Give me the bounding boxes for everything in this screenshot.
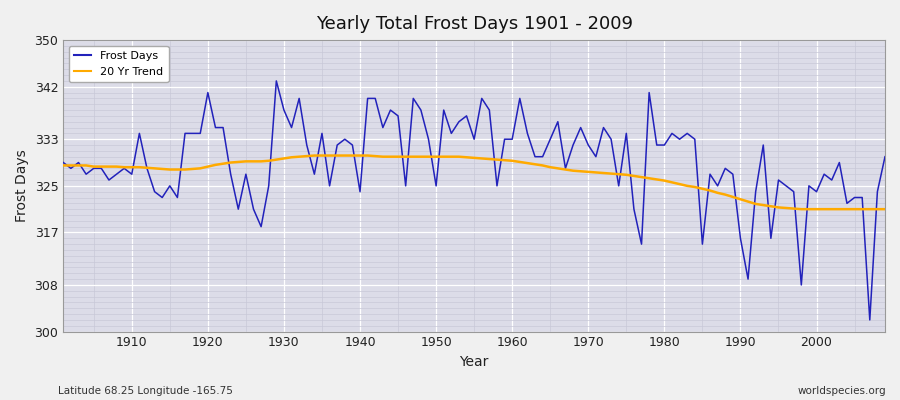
Text: worldspecies.org: worldspecies.org: [798, 386, 886, 396]
20 Yr Trend: [606, 171, 616, 176]
20 Yr Trend: [515, 160, 526, 164]
Frost Days: [293, 96, 304, 101]
20 Yr Trend: [119, 165, 130, 170]
Frost Days: [58, 160, 68, 165]
20 Yr Trend: [339, 153, 350, 158]
20 Yr Trend: [796, 207, 806, 212]
Text: Latitude 68.25 Longitude -165.75: Latitude 68.25 Longitude -165.75: [58, 386, 233, 396]
Line: Frost Days: Frost Days: [63, 81, 885, 320]
X-axis label: Year: Year: [460, 355, 489, 369]
20 Yr Trend: [309, 153, 320, 158]
20 Yr Trend: [286, 155, 297, 160]
Frost Days: [864, 318, 875, 322]
Frost Days: [271, 78, 282, 83]
Frost Days: [119, 166, 130, 171]
Frost Days: [606, 137, 616, 142]
Y-axis label: Frost Days: Frost Days: [15, 150, 29, 222]
Legend: Frost Days, 20 Yr Trend: Frost Days, 20 Yr Trend: [68, 46, 168, 82]
20 Yr Trend: [507, 158, 517, 163]
Title: Yearly Total Frost Days 1901 - 2009: Yearly Total Frost Days 1901 - 2009: [316, 15, 633, 33]
Frost Days: [507, 137, 517, 142]
20 Yr Trend: [879, 207, 890, 212]
Line: 20 Yr Trend: 20 Yr Trend: [63, 156, 885, 209]
Frost Days: [515, 96, 526, 101]
Frost Days: [879, 154, 890, 159]
Frost Days: [339, 137, 350, 142]
20 Yr Trend: [58, 163, 68, 168]
